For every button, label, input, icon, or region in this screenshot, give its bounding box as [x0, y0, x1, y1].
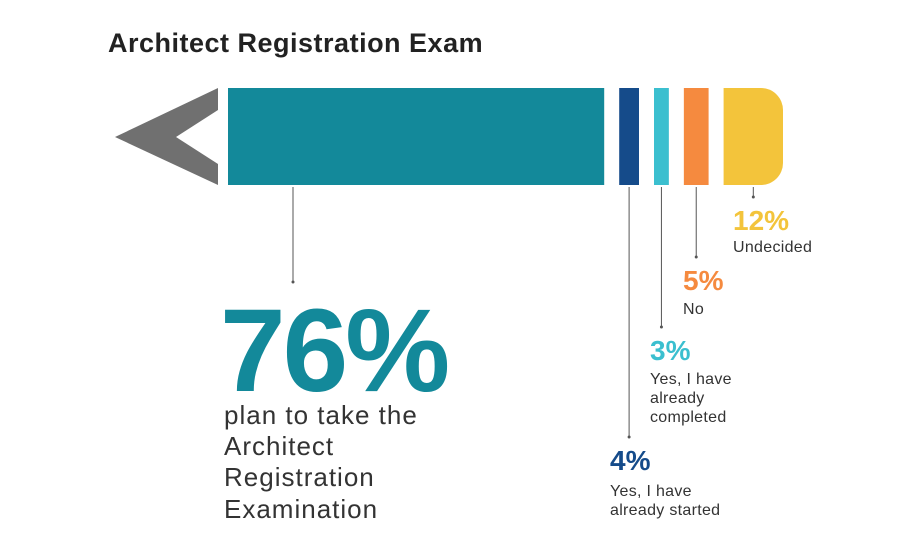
category-label: Yes, I have already completed — [650, 371, 732, 427]
leader-dot — [751, 195, 755, 199]
value-label: 5% — [683, 265, 724, 296]
leader-dot — [694, 255, 698, 259]
eraser-segment — [723, 88, 783, 185]
value-label: 76% — [220, 285, 450, 417]
category-label: plan to take the Architect Registration … — [224, 400, 418, 524]
leader-dot — [627, 435, 631, 439]
pencil-tip-inner — [176, 110, 218, 164]
value-label: 4% — [610, 445, 651, 476]
pencil-segment — [619, 88, 639, 185]
value-label: 12% — [733, 205, 790, 236]
category-label: No — [683, 301, 705, 318]
leader-dot — [291, 280, 295, 284]
pencil-segment — [228, 88, 605, 185]
category-label: Undecided — [733, 239, 813, 256]
chart-title: Architect Registration Exam — [108, 28, 484, 58]
pencil-tip — [115, 88, 218, 185]
value-label: 3% — [650, 335, 691, 366]
pencil-segment — [654, 88, 669, 185]
category-label: Yes, I have already started — [610, 483, 721, 520]
leader-dot — [659, 325, 663, 329]
pencil-segment — [683, 88, 709, 185]
